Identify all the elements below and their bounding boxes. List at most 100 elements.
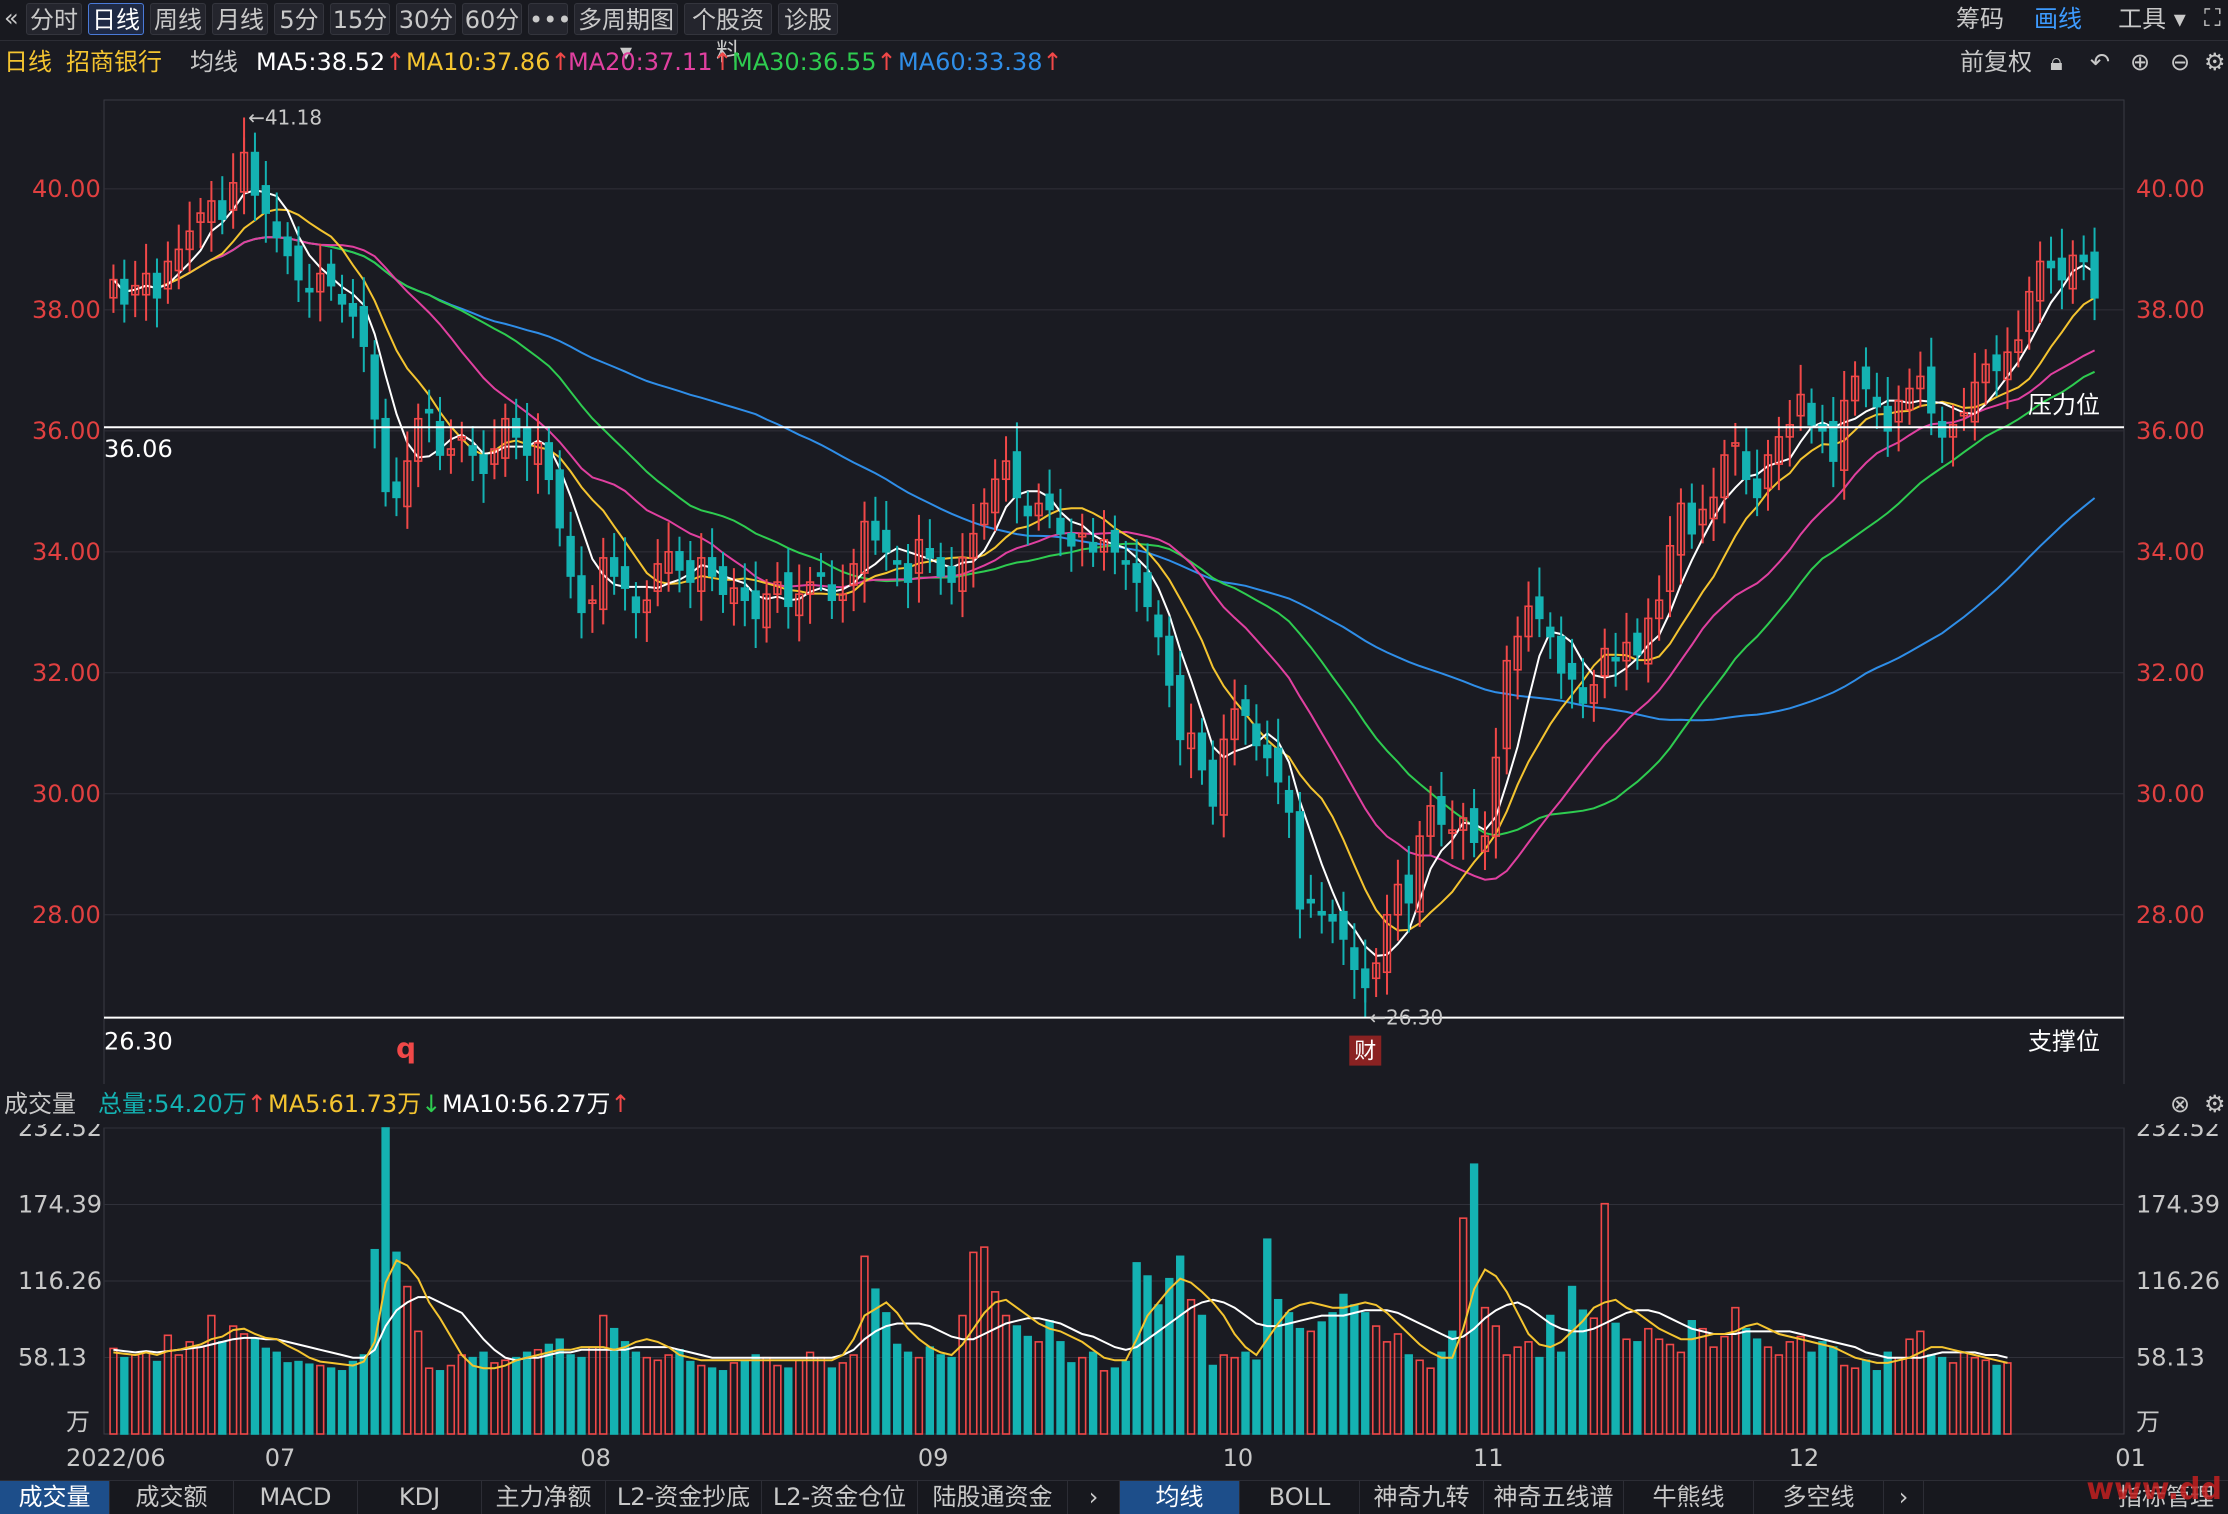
- volume-bar: [1731, 1306, 1740, 1435]
- volume-bar: [414, 1330, 423, 1435]
- volume-bar: [1154, 1304, 1163, 1435]
- volume-bar: [1937, 1356, 1947, 1435]
- zoom-out-icon[interactable]: ⊖: [2170, 48, 2191, 76]
- tab-magic-five[interactable]: 神奇五线谱: [1484, 1481, 1624, 1514]
- chip-button[interactable]: 筹码: [1956, 5, 2004, 33]
- volume-bar: [577, 1356, 586, 1435]
- ma-label[interactable]: 均线: [190, 48, 238, 76]
- candle-body: [729, 587, 739, 605]
- candle-body: [1840, 399, 1849, 471]
- settings-icon[interactable]: ⚙: [2204, 48, 2226, 76]
- fullscreen-icon[interactable]: ⛶: [2204, 4, 2221, 32]
- tab-5min[interactable]: 5分: [274, 3, 324, 35]
- volume-bar: [653, 1359, 662, 1435]
- tab-15min[interactable]: 15分: [330, 3, 390, 35]
- volume-bar: [1742, 1327, 1751, 1435]
- candle-body: [947, 566, 956, 583]
- indicator-manage-button[interactable]: 指标管理: [2118, 1483, 2214, 1511]
- zoom-in-icon[interactable]: ⊕: [2130, 48, 2151, 76]
- high-label: ←41.18: [248, 106, 322, 130]
- candle-body: [479, 454, 488, 474]
- tab-bull-bear[interactable]: 牛熊线: [1624, 1481, 1754, 1514]
- volume-bar: [1404, 1354, 1413, 1435]
- volume-bar: [1687, 1320, 1696, 1435]
- candle-body: [1339, 910, 1348, 940]
- adjust-label[interactable]: 前复权: [1960, 48, 2032, 76]
- tab-volume[interactable]: 成交量: [0, 1481, 110, 1514]
- multi-period-dropdown[interactable]: 多周期图 ▾: [574, 3, 678, 66]
- more-button[interactable]: •••: [528, 3, 571, 35]
- candle-body: [1883, 405, 1892, 432]
- tab-main-net[interactable]: 主力净额: [482, 1481, 606, 1514]
- volume-bar: [969, 1251, 978, 1435]
- volume-bar: [958, 1314, 967, 1435]
- tab-macd[interactable]: MACD: [234, 1481, 358, 1514]
- volume-bar: [1328, 1312, 1337, 1435]
- candle-body: [1850, 375, 1860, 402]
- candle-body: [2079, 254, 2088, 263]
- volume-bar: [599, 1314, 608, 1435]
- volume-bar: [1948, 1362, 1958, 1435]
- candle-body: [250, 151, 260, 196]
- candle-body: [2068, 254, 2077, 290]
- tools-dropdown[interactable]: 工具 ▾: [2118, 5, 2186, 33]
- volume-bar: [1480, 1306, 1490, 1435]
- volume-bar: [1012, 1325, 1022, 1435]
- candle-body: [1491, 756, 1501, 837]
- volume-bar: [1491, 1325, 1501, 1435]
- candle-body: [533, 442, 543, 465]
- candle-body: [1306, 898, 1315, 904]
- tab-daily[interactable]: 日线: [88, 3, 144, 35]
- candle-body: [1219, 738, 1228, 816]
- diagnose-button[interactable]: 诊股: [778, 3, 838, 35]
- volume-settings-icon[interactable]: ⚙: [2204, 1090, 2226, 1118]
- volume-bar: [1459, 1217, 1468, 1435]
- volume-bar: [1241, 1351, 1250, 1435]
- tab-l2-bottom[interactable]: L2-资金抄底: [606, 1481, 762, 1514]
- candle-body: [914, 538, 924, 574]
- tab-northbound[interactable]: 陆股通资金: [918, 1481, 1068, 1514]
- volume-bar: [1546, 1314, 1555, 1435]
- candle-body: [1001, 460, 1011, 481]
- close-panel-icon[interactable]: ⊗: [2170, 1090, 2191, 1118]
- tab-30min[interactable]: 30分: [396, 3, 456, 35]
- volume-bar: [1774, 1354, 1784, 1435]
- draw-line-button[interactable]: 画线: [2034, 5, 2082, 33]
- candle-body: [1176, 675, 1185, 741]
- volume-bar: [1317, 1321, 1326, 1435]
- candle-body: [1622, 641, 1631, 662]
- candle-body: [827, 584, 837, 602]
- candle-body: [1295, 811, 1305, 910]
- tab-60min[interactable]: 60分: [462, 3, 522, 35]
- candle-body: [1676, 502, 1686, 556]
- candle-body: [642, 599, 651, 614]
- volume-ma-lines: [113, 1258, 2008, 1370]
- volume-bar: [283, 1362, 292, 1435]
- tab-long-short[interactable]: 多空线: [1754, 1481, 1884, 1514]
- tab-magic-nine[interactable]: 神奇九转: [1360, 1481, 1484, 1514]
- tab-l2-position[interactable]: L2-资金仓位: [762, 1481, 918, 1514]
- tab-boll[interactable]: BOLL: [1240, 1481, 1360, 1514]
- stock-info-button[interactable]: 个股资料: [684, 3, 772, 66]
- scroll-right-icon[interactable]: ›: [1068, 1481, 1120, 1514]
- kline-chart[interactable]: 40.00 38.00 36.00 34.00 32.00 30.00 28.00 40.0…: [0, 0, 2228, 1480]
- tab-weekly[interactable]: 周线: [150, 3, 206, 35]
- tab-fenshi[interactable]: 分时: [26, 3, 82, 35]
- ma30-value: MA30:36.55↑: [732, 48, 897, 76]
- undo-icon[interactable]: ↶: [2090, 48, 2111, 76]
- volume-ma5: MA5:61.73万↓: [268, 1090, 442, 1118]
- scroll-right-icon-2[interactable]: ›: [1884, 1481, 1924, 1514]
- volume-bar: [903, 1351, 913, 1435]
- tab-monthly[interactable]: 月线: [212, 3, 268, 35]
- tab-ma[interactable]: 均线: [1120, 1481, 1240, 1514]
- tab-kdj[interactable]: KDJ: [358, 1481, 482, 1514]
- x-tick-label: 2022/06: [66, 1444, 166, 1472]
- volume-bar: [718, 1370, 728, 1435]
- volume-bar: [990, 1291, 1000, 1435]
- lock-icon[interactable]: 🔒︎: [2050, 48, 2063, 76]
- candle-body: [1012, 451, 1022, 499]
- collapse-left-icon[interactable]: «: [4, 4, 19, 32]
- volume-bar: [827, 1367, 837, 1435]
- tab-turnover[interactable]: 成交额: [110, 1481, 234, 1514]
- volume-bar: [163, 1334, 173, 1435]
